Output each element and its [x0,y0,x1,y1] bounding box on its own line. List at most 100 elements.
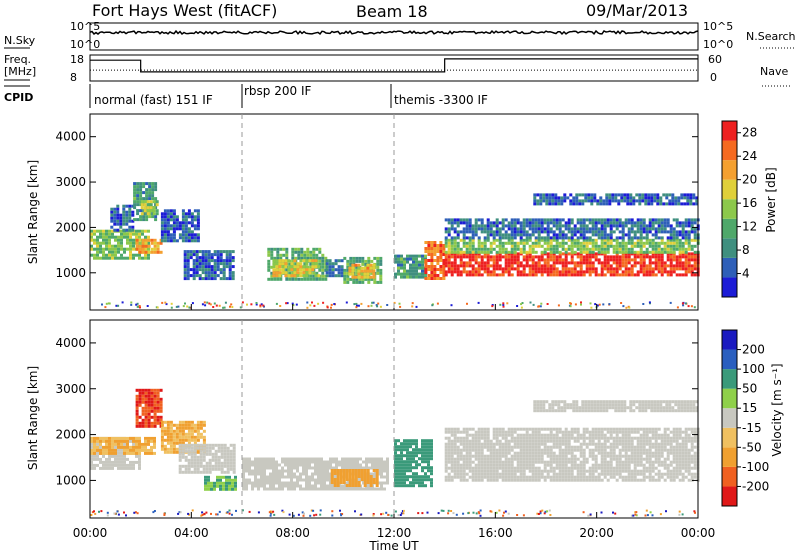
velocity-cell [269,464,272,467]
power-cell [593,199,596,202]
velocity-cell [188,427,191,430]
power-cell [433,271,436,274]
power-cell [490,227,493,230]
power-cell [616,245,619,248]
velocity-cell [161,448,164,451]
power-cell [321,266,324,269]
power-cell [565,261,568,264]
power-cell [184,265,187,268]
velocity-cell [284,464,287,467]
velocity-cell [145,404,148,407]
power-cell [670,251,673,254]
velocity-cell [386,464,389,467]
power-cell [602,202,605,205]
velocity-cell [272,476,275,479]
power-cell [114,251,117,254]
power-cell [689,196,692,199]
power-cell [439,244,442,247]
velocity-cell [111,467,114,470]
velocity-cell [454,452,457,455]
velocity-cell [511,431,514,434]
power-y-axis-label: Slant Range [km] [26,160,40,264]
power-cell [586,224,589,227]
velocity-cell [406,469,409,472]
power-cell [508,227,511,230]
power-cell [430,250,433,253]
power-cell [372,273,375,276]
velocity-cell [517,464,520,467]
power-cell [556,258,559,261]
power-cell [592,242,595,245]
velocity-cell [508,479,511,482]
velocity-cell [490,467,493,470]
velocity-cell [412,472,415,475]
power-cell [656,196,659,199]
velocity-cell [148,413,151,416]
velocity-cell [421,481,424,484]
velocity-cell [151,410,154,413]
power-cell [445,264,448,267]
power-cell [105,233,108,236]
power-cell [583,218,586,221]
velocity-cell [514,452,517,455]
velocity-cell [344,488,347,491]
power-ground-scatter [229,306,231,308]
velocity-cell [93,458,96,461]
velocity-cell [520,458,523,461]
power-cell [559,227,562,230]
power-cell [517,230,520,233]
velocity-cell [251,470,254,473]
power-cell [637,270,640,273]
velocity-cell [216,479,219,482]
power-cell [592,264,595,267]
velocity-cell [496,473,499,476]
power-cell [457,218,460,221]
power-cell [490,221,493,224]
power-cell [308,271,311,274]
velocity-cell [463,431,466,434]
power-cell [580,245,583,248]
power-cell [229,271,232,274]
power-cell [120,242,123,245]
power-cell [367,260,370,263]
power-cell [601,242,604,245]
velocity-cell [209,465,212,468]
velocity-cell [154,425,157,428]
power-cell [478,245,481,248]
power-cell [151,239,154,242]
power-cell [226,265,229,268]
power-ground-scatter [602,303,604,305]
velocity-cell [160,398,163,401]
power-cell [138,254,141,257]
velocity-cell [224,447,227,450]
power-cell [397,264,400,267]
power-cell [661,224,664,227]
velocity-cell [254,461,257,464]
power-cell [358,260,361,263]
power-cell [652,224,655,227]
velocity-cell [191,424,194,427]
velocity-cell [412,439,415,442]
power-cell [194,209,197,212]
power-cell [520,233,523,236]
power-cell [161,233,164,236]
velocity-cell [374,464,377,467]
power-cell [631,230,634,233]
power-cell [589,264,592,267]
power-cell [436,277,439,280]
power-cell [616,242,619,245]
power-cell [671,199,674,202]
power-cell [421,261,424,264]
velocity-cell [370,478,373,481]
power-cell [131,229,134,232]
power-cell [529,248,532,251]
power-cell [664,221,667,224]
velocity-cell [535,452,538,455]
velocity-cell [248,458,251,461]
power-cell [433,274,436,277]
power-cell [583,242,586,245]
velocity-cell [511,473,514,476]
velocity-cell [514,458,517,461]
power-cell [126,248,129,251]
power-cell [568,227,571,230]
